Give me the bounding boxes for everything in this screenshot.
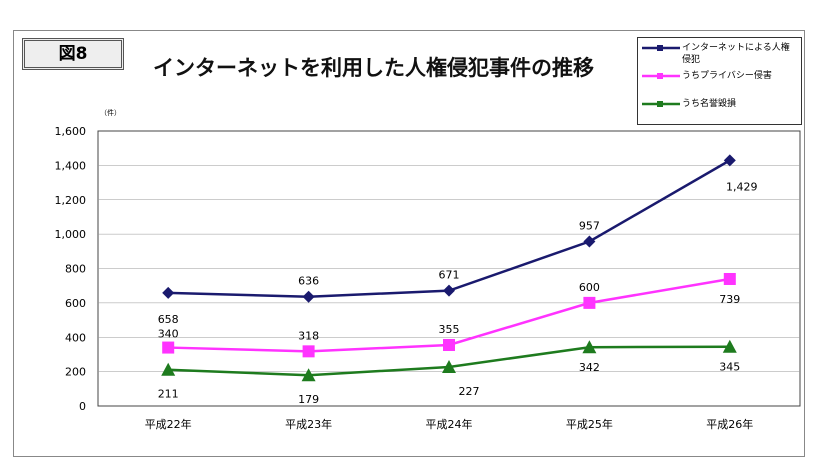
data-label: 600 xyxy=(579,281,600,294)
data-point xyxy=(583,235,596,248)
data-label: 739 xyxy=(719,293,740,306)
chart-title: インターネットを利用した人権侵犯事件の推移 xyxy=(153,56,594,80)
data-point xyxy=(723,154,736,167)
data-point xyxy=(302,290,315,303)
data-point xyxy=(161,362,176,376)
data-label: 345 xyxy=(719,361,740,374)
legend-label: インターネットによる人権侵犯 xyxy=(682,43,790,65)
y-tick-label: 0 xyxy=(79,400,86,413)
data-label: 179 xyxy=(298,393,319,406)
x-tick-label: 平成25年 xyxy=(566,417,613,431)
y-tick-label: 1,400 xyxy=(55,159,87,172)
x-tick-label: 平成24年 xyxy=(426,417,473,431)
y-tick-label: 200 xyxy=(65,366,86,379)
data-label: 671 xyxy=(439,269,460,282)
legend-label: うち名誉毀損 xyxy=(682,99,737,109)
figure-label: 図8 xyxy=(22,38,124,70)
legend-label: うちプライバシー侵害 xyxy=(682,71,772,81)
legend-item: インターネットによる人権侵犯 xyxy=(638,42,792,66)
data-label: 636 xyxy=(298,275,319,288)
x-tick-label: 平成22年 xyxy=(145,417,192,431)
data-label: 957 xyxy=(579,220,600,233)
legend-swatch xyxy=(642,45,680,51)
x-tick-label: 平成26年 xyxy=(706,417,753,431)
data-point xyxy=(582,340,597,354)
y-axis-unit: （件） xyxy=(100,109,121,117)
data-point xyxy=(443,338,455,351)
data-point xyxy=(722,339,737,353)
y-tick-label: 800 xyxy=(65,263,86,276)
data-label: 318 xyxy=(298,329,319,342)
data-label: 340 xyxy=(158,328,179,341)
data-label: 1,429 xyxy=(726,180,758,193)
data-label: 227 xyxy=(459,385,480,398)
legend-item: うちプライバシー侵害 xyxy=(638,70,792,82)
legend-swatch xyxy=(642,73,680,79)
data-label: 342 xyxy=(579,361,600,374)
y-tick-label: 1,000 xyxy=(55,228,87,241)
x-tick-label: 平成23年 xyxy=(285,417,332,431)
y-tick-label: 600 xyxy=(65,297,86,310)
chart-frame xyxy=(13,30,805,457)
data-point xyxy=(302,345,315,358)
data-point xyxy=(162,341,175,354)
data-point xyxy=(162,286,175,299)
data-point xyxy=(443,284,455,297)
data-point xyxy=(723,272,736,285)
data-label: 658 xyxy=(158,313,179,326)
data-point xyxy=(301,368,316,382)
data-label: 355 xyxy=(439,323,460,336)
y-tick-label: 1,600 xyxy=(55,125,87,138)
y-tick-label: 1,200 xyxy=(55,194,87,207)
data-label: 211 xyxy=(158,388,179,401)
legend: インターネットによる人権侵犯うちプライバシー侵害 うち名誉毀損 xyxy=(637,37,802,125)
data-point xyxy=(583,296,596,309)
legend-swatch xyxy=(642,101,680,107)
legend-item: うち名誉毀損 xyxy=(638,98,792,110)
data-point xyxy=(442,359,456,373)
y-tick-label: 400 xyxy=(65,331,86,344)
